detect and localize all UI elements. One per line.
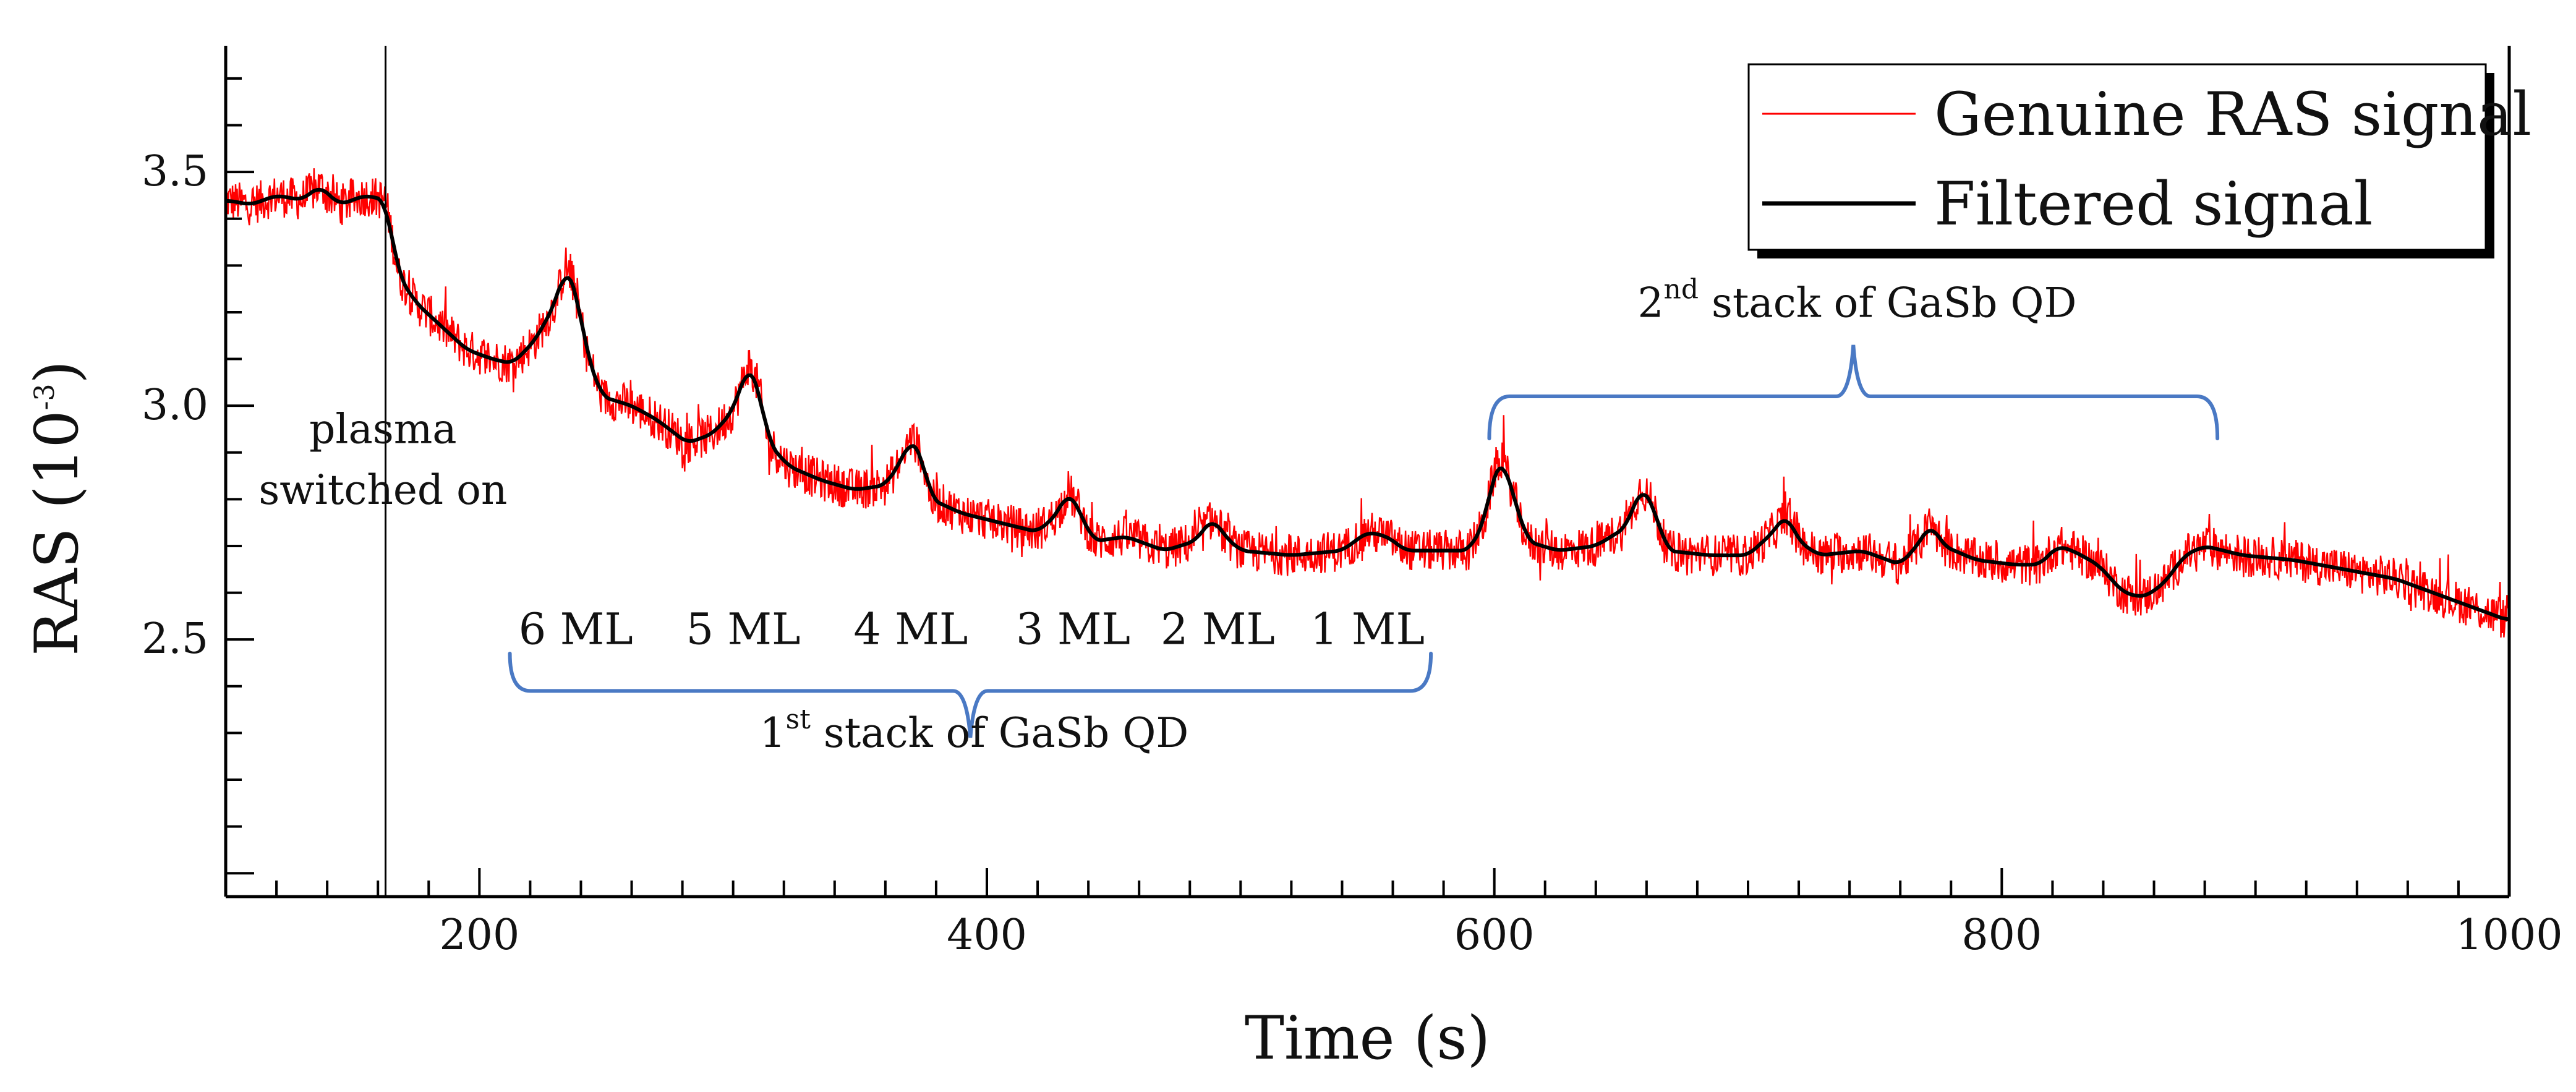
axes	[224, 46, 2511, 898]
annotation-4: 5 ML	[686, 604, 801, 655]
annotation-7: 2 ML	[1161, 604, 1275, 655]
filtered-signal-series	[225, 187, 2510, 621]
x-tick-label: 400	[947, 911, 1027, 960]
annotation-5: 4 ML	[853, 604, 968, 655]
legend-label-2: Filtered signal	[1934, 169, 2373, 239]
x-tick-label: 600	[1454, 911, 1535, 960]
x-axis-title: Time (s)	[1245, 1004, 1490, 1073]
y-tick-label: 3.0	[142, 381, 208, 430]
annotation-6: 3 ML	[1016, 604, 1130, 655]
filtered-signal-line	[225, 187, 2510, 621]
annotation-9: 1st stack of GaSb QD	[760, 704, 1189, 757]
x-tick-label: 1000	[2455, 911, 2562, 960]
annotation-1: plasma	[309, 406, 457, 453]
annotation-2: switched on	[258, 466, 507, 514]
y-tick-label: 2.5	[142, 615, 208, 663]
y-axis-title: RAS (10-3)	[22, 360, 92, 656]
legend-box	[1747, 63, 2487, 251]
stack-brackets	[508, 344, 2220, 738]
y-tick-label: 3.5	[142, 147, 208, 196]
x-tick-label: 800	[1961, 911, 2042, 960]
x-tick-label: 200	[439, 911, 519, 960]
annotation-3: 6 ML	[519, 604, 633, 655]
axis-ticks	[224, 77, 2510, 897]
annotation-8: 1 ML	[1310, 604, 1425, 655]
annotation-10: 2nd stack of GaSb QD	[1638, 274, 2077, 327]
annotations: plasma switched on 6 ML 5 ML 4 ML 3 ML 2 ML 1 M…	[258, 274, 2076, 757]
legend[interactable]: Genuine RAS signal Filtered signal	[1747, 63, 2531, 258]
stack-bracket-1	[508, 651, 1433, 738]
stack-bracket-2	[1487, 344, 2220, 441]
legend-label-1: Genuine RAS signal	[1934, 80, 2531, 149]
genuine-ras-signal-line	[225, 168, 2510, 638]
genuine-ras-signal-series	[225, 168, 2510, 638]
axis-labels: 200 400 600 800 1000 2.5 3.0 3.5 Time (s) RAS (10…	[22, 147, 2563, 1073]
